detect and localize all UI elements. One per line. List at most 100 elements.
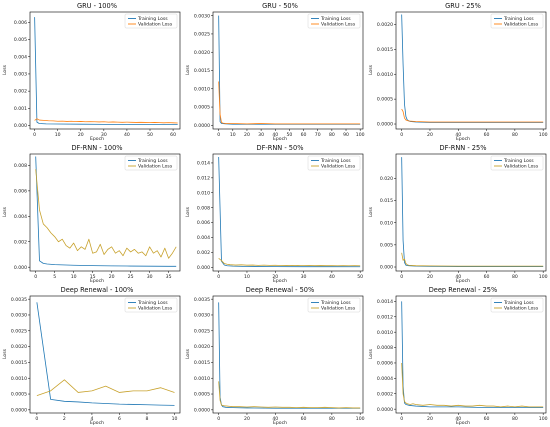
x-axis-label: Epoch [273,278,287,284]
x-tick-label: 80 [512,132,518,138]
x-tick-label: 40 [124,132,130,138]
y-tick-label: 0.0015 [11,360,27,366]
x-tick-label: 20 [427,132,433,138]
x-tick-label: 0 [400,132,403,138]
y-tick-label: 0.0000 [377,407,393,413]
series-line-training [36,302,175,406]
legend-label: Training Loss [320,300,351,306]
y-tick-label: 0.0015 [194,360,210,366]
legend-label: Validation Loss [138,306,173,312]
y-tick-label: 0.001 [14,106,27,112]
x-tick-label: 20 [244,416,250,422]
x-tick-label: 80 [329,416,335,422]
x-tick-label: 0 [33,132,36,138]
x-tick-label: 40 [455,132,461,138]
x-tick-label: 60 [170,132,176,138]
series-line-validation [34,118,178,124]
chart-title: GRU - 25% [445,2,481,10]
plot-area: 0 20 40 60 80 100 0.0000 0.0002 0.0004 0.0006 0.00… [377,295,548,422]
x-tick-label: 0 [217,274,220,280]
y-tick-label: 0.000 [14,265,27,271]
y-tick-label: 0.004 [14,54,27,60]
y-tick-label: 0.0010 [194,86,210,92]
chart-panel-8: Deep Renewal - 50% Epoch Loss 0 20 40 60 80 1… [183,284,366,426]
y-tick-label: 0.010 [380,220,393,226]
y-tick-label: 0.0030 [194,313,210,319]
chart-title: GRU - 100% [77,2,117,10]
y-tick-label: 0.006 [14,188,27,194]
x-axis-label: Epoch [456,420,470,426]
y-tick-label: 0.0005 [11,392,27,398]
chart-panel-5: DF-RNN - 50% Epoch Loss 0 10 20 30 40 50 0.000… [183,142,366,284]
x-tick-label: 0 [400,416,403,422]
y-tick-label: 0.000 [14,123,27,129]
legend-label: Validation Loss [321,306,356,312]
y-tick-label: 0.0008 [377,345,393,351]
x-tick-label: 50 [147,132,153,138]
legend-label: Training Loss [503,158,534,164]
legend-label: Training Loss [320,158,351,164]
legend-label: Training Loss [320,16,351,22]
x-tick-label: 30 [301,274,307,280]
y-tick-label: 0.0025 [11,328,27,334]
x-tick-label: 10 [172,416,178,422]
series-line-validation [35,169,177,259]
y-tick-label: 0.0020 [194,50,210,56]
x-axis-label: Epoch [456,278,470,284]
y-tick-label: 0.0025 [194,32,210,38]
x-tick-label: 20 [109,274,115,280]
plot-area: 0 10 20 30 40 50 60 0.000 0.001 0.002 0.003 0.004 0.… [14,11,181,138]
y-tick-label: 0.005 [14,37,27,43]
y-axis-label: Loss [185,64,191,75]
legend-label: Training Loss [503,300,534,306]
series-line-validation [401,108,544,123]
x-tick-label: 20 [78,132,84,138]
axes-frame [395,295,547,414]
x-axis-label: Epoch [273,136,287,142]
x-tick-label: 0 [34,274,37,280]
y-tick-label: 0.004 [197,235,210,241]
line-chart-4: DF-RNN - 100% Epoch Loss 0 5 10 15 20 25 30 350… [2,144,181,284]
x-tick-label: 100 [356,416,365,422]
x-tick-label: 60 [484,274,490,280]
legend-label: Training Loss [137,16,168,22]
chart-title: DF-RNN - 25% [440,144,487,152]
x-tick-label: 30 [101,132,107,138]
axes-frame [29,295,181,414]
x-tick-label: 100 [356,132,365,138]
y-tick-label: 0.0030 [11,313,27,319]
line-chart-9: Deep Renewal - 25% Epoch Loss 0 20 40 60 80 1… [368,286,548,426]
x-tick-label: 90 [343,132,349,138]
x-tick-label: 0 [35,416,38,422]
x-tick-label: 60 [301,416,307,422]
plot-area: 0 20 40 60 80 100 0.0000 0.0005 0.0010 0.0015 0.00… [377,11,548,138]
x-tick-label: 40 [455,274,461,280]
y-axis-label: Loss [2,348,8,359]
y-axis-label: Loss [185,206,191,217]
y-axis-label: Loss [2,64,8,75]
legend-box [124,155,178,171]
y-tick-label: 0.002 [14,89,27,95]
axes-frame [395,11,547,130]
y-tick-label: 0.0020 [194,344,210,350]
plot-area: 0 5 10 15 20 25 30 35 0.000 0.002 0.004 0.006 0.008 T… [14,153,181,280]
legend-box [490,155,544,171]
legend-label: Validation Loss [138,22,173,28]
x-tick-label: 10 [55,132,61,138]
series-line-validation [401,252,544,267]
legend-box [124,297,178,313]
legend-label: Validation Loss [321,164,356,170]
y-tick-label: 0.010 [197,190,210,196]
legend-box [124,13,178,29]
series-line-validation [218,258,361,267]
y-tick-label: 0.0014 [377,299,393,305]
series-line-training [218,15,361,125]
y-tick-label: 0.003 [14,72,27,78]
y-tick-label: 0.002 [197,250,210,256]
y-tick-label: 0.000 [380,265,393,271]
axes-frame [29,153,181,272]
y-tick-label: 0.0000 [194,123,210,129]
y-tick-label: 0.0030 [194,13,210,19]
chart-panel-7: Deep Renewal - 100% Epoch Loss 0 2 4 6 8 10 0.… [0,284,183,426]
x-axis-label: Epoch [90,420,104,426]
